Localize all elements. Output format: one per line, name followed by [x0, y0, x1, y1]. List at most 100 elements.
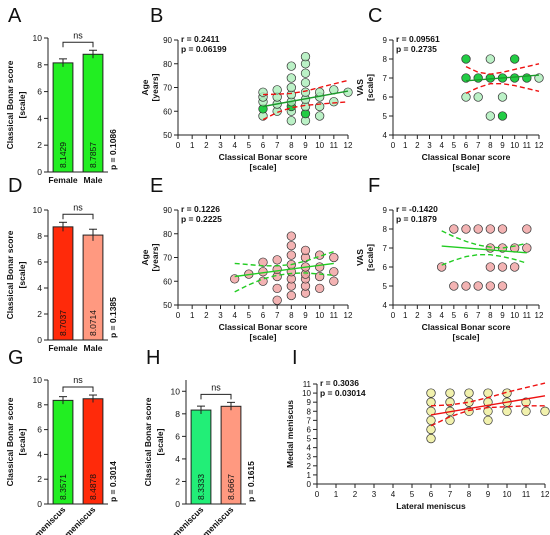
y-axis-label-line: [scale] — [365, 244, 375, 271]
y-tick-label: 5 — [307, 435, 312, 444]
x-tick-label: 5 — [410, 490, 415, 499]
x-axis-label: Lateral meniscus — [396, 501, 466, 511]
ci-upper-line — [234, 250, 335, 267]
data-point — [426, 424, 436, 435]
y-axis-label-line: [years] — [150, 243, 160, 271]
y-tick-label: 70 — [163, 254, 172, 263]
x-tick-label: 6 — [464, 141, 469, 150]
y-axis-label: Classical Bonar score [scale] — [5, 397, 27, 486]
data-point — [485, 262, 495, 272]
bar-value-label: 8.3333 — [196, 474, 206, 500]
panel-letter: F — [368, 175, 380, 197]
x-tick-label: 2 — [353, 490, 358, 499]
ci-lower-line — [441, 254, 528, 266]
x-tick-label: 9 — [486, 490, 491, 499]
p-value-label: p = 0.3014 — [108, 461, 118, 502]
stat-label: p = 0.1879 — [396, 214, 437, 224]
data-point — [426, 397, 436, 407]
bar-value-label: 8.7857 — [88, 142, 98, 168]
y-tick-label: 6 — [307, 425, 312, 434]
x-tick-label: 3 — [427, 141, 432, 150]
data-point — [445, 388, 455, 398]
x-tick-label: 5 — [247, 141, 252, 150]
x-axis-label: Classical Bonar score — [219, 152, 308, 162]
y-tick-label: 10 — [302, 389, 311, 398]
points — [230, 231, 339, 305]
y-axis-label-line: [scale] — [155, 428, 165, 455]
stat-label: p = 0.06199 — [181, 44, 227, 54]
y-tick-label: 0 — [37, 335, 42, 345]
y-tick-label: 3 — [307, 453, 312, 462]
data-point — [300, 87, 311, 97]
x-tick-label: 8 — [289, 311, 294, 320]
stat-label: r = 0.09561 — [396, 34, 440, 44]
data-point — [485, 111, 495, 121]
x-tick-label: 11 — [522, 490, 531, 499]
points — [461, 54, 544, 121]
ci-upper-line — [430, 382, 546, 407]
x-tick-label: 6 — [429, 490, 434, 499]
ci-upper-line — [465, 63, 540, 75]
y-tick-label: 10 — [171, 386, 181, 396]
regression-line — [465, 74, 540, 82]
x-tick-label: 7 — [275, 311, 280, 320]
stat-label: p = 0.2225 — [181, 214, 222, 224]
y-tick-label: 9 — [383, 36, 388, 45]
y-tick-label: 7 — [383, 74, 388, 83]
data-point — [521, 406, 531, 416]
ci-upper-line — [441, 230, 527, 249]
significance-label: ns — [73, 375, 83, 385]
y-tick-label: 6 — [37, 425, 42, 435]
data-point — [497, 224, 508, 234]
data-point — [286, 250, 296, 260]
data-point — [300, 68, 311, 78]
x-axis-label: [scale] — [453, 162, 480, 172]
y-axis-label-line: Classical Bonar score — [143, 397, 153, 486]
data-point — [510, 54, 520, 64]
data-point — [286, 73, 296, 83]
significance-bracket — [62, 41, 94, 48]
panel-h: H 0 2 4 6 8 10 Classical Bonar score [scale] 8.33… — [143, 347, 256, 535]
x-tick-label: 10 — [510, 141, 519, 150]
y-tick-label: 7 — [307, 416, 312, 425]
panel-letter: B — [150, 5, 163, 27]
data-point — [485, 281, 495, 291]
y-tick-label: 11 — [303, 380, 312, 389]
data-point — [300, 78, 311, 88]
data-point — [522, 243, 532, 253]
x-tick-label: 7 — [476, 311, 481, 320]
data-point — [497, 281, 508, 291]
x-tick-label: 2 — [204, 311, 209, 320]
y-tick-label: 50 — [163, 131, 172, 140]
x-tick-label: 12 — [344, 311, 353, 320]
stat-label: r = 0.2411 — [181, 34, 220, 44]
y-axis-label-line: [scale] — [17, 261, 27, 288]
x-tick-label: 7 — [476, 141, 481, 150]
y-tick-label: 2 — [37, 474, 42, 484]
regression-line — [234, 262, 334, 278]
y-tick-label: 60 — [163, 277, 172, 286]
bar-value-label: 8.6667 — [226, 474, 236, 500]
p-value-label: p = 0.1615 — [246, 461, 256, 502]
x-tick-label: 8 — [289, 141, 294, 150]
y-axis-label-line: [scale] — [17, 428, 27, 455]
data-point — [315, 111, 325, 121]
y-tick-label: 0 — [37, 499, 42, 509]
x-tick-label: 9 — [303, 141, 308, 150]
stat-label: p = 0.03014 — [320, 388, 366, 398]
y-tick-label: 9 — [383, 206, 388, 215]
data-point — [473, 92, 483, 102]
y-tick-label: 9 — [307, 398, 312, 407]
x-tick-label: 0 — [176, 141, 181, 150]
y-tick-label: 70 — [163, 84, 172, 93]
ci-lower-line — [465, 83, 540, 94]
x-tick-label: 12 — [535, 311, 544, 320]
panel-a: A 0 2 4 6 8 10 Classical Bonar score [scale] 8.14… — [5, 5, 118, 185]
y-axis-label-line: Medial meniscus — [285, 400, 295, 468]
x-tick-label: 4 — [232, 141, 237, 150]
stat-label: r = 0.3036 — [320, 378, 359, 388]
data-point — [464, 388, 474, 398]
